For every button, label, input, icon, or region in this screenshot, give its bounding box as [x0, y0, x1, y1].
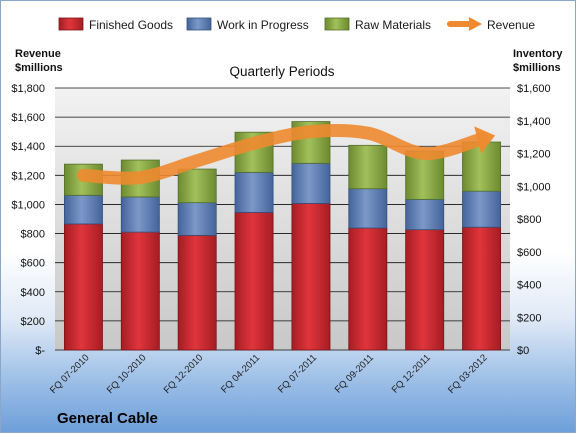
bar-finished-goods	[177, 234, 217, 351]
category-label: FQ 04-2011	[219, 352, 262, 395]
legend-swatch-revenue	[447, 17, 482, 31]
bar-work-in-progress	[234, 171, 274, 213]
right-tick-label: $600	[517, 247, 541, 259]
bar-finished-goods	[291, 203, 331, 351]
left-tick-label: $1,800	[11, 83, 45, 95]
category-label: FQ 07-2010	[48, 352, 92, 396]
left-axis-ticks: $- $200 $400 $600 $800 $1,000 $1,200 $1,400 $1,6…	[11, 83, 45, 357]
right-axis-ticks: $0 $200 $400 $600 $800 $1,000 $1,200 $1,400 $1,6…	[517, 83, 551, 357]
revenue-line-path	[76, 123, 489, 185]
bar-finished-goods	[405, 229, 445, 351]
legend-swatch-finished-goods	[58, 17, 84, 31]
bar-finished-goods	[120, 231, 160, 351]
left-tick-label: $400	[21, 287, 45, 299]
right-tick-label: $1,200	[517, 149, 551, 161]
right-tick-label: $1,000	[517, 181, 551, 193]
right-tick-label: $1,600	[517, 83, 551, 95]
legend-label-work-in-progress: Work in Progress	[217, 18, 309, 32]
right-tick-label: $800	[517, 214, 541, 226]
bar-raw-materials	[177, 168, 217, 204]
left-axis-title-line1: Revenue	[15, 48, 61, 60]
legend: Finished Goods Work in Progress Raw Mate…	[58, 17, 535, 32]
bar-finished-goods	[234, 212, 274, 351]
bar-work-in-progress	[291, 162, 331, 204]
right-tick-label: $0	[517, 345, 529, 357]
bar-finished-goods	[348, 227, 388, 351]
bar-work-in-progress	[405, 198, 445, 231]
category-label: FQ 07-2011	[276, 352, 319, 395]
left-tick-label: $1,000	[11, 199, 45, 211]
right-tick-label: $1,400	[517, 116, 551, 128]
left-tick-label: $1,400	[11, 141, 45, 153]
category-labels: FQ 07-2010 FQ 10-2010 FQ 12-2010 FQ 04-2011…	[48, 352, 490, 396]
bar-finished-goods	[63, 223, 103, 351]
legend-swatch-work-in-progress	[186, 17, 212, 31]
left-tick-label: $1,200	[11, 170, 45, 182]
bar-work-in-progress	[348, 188, 388, 229]
left-tick-label: $600	[21, 258, 45, 270]
bars	[63, 121, 502, 351]
bar-work-in-progress	[462, 190, 502, 228]
legend-label-raw-materials: Raw Materials	[355, 18, 431, 32]
right-axis-title-line2: $millions	[513, 62, 561, 74]
revenue-line	[76, 123, 496, 185]
category-label: FQ 03-2012	[446, 352, 490, 396]
left-tick-label: $-	[35, 345, 45, 357]
bar-raw-materials	[348, 144, 388, 190]
category-label: FQ 12-2010	[162, 352, 206, 396]
bar-work-in-progress	[63, 194, 103, 225]
bar-finished-goods	[462, 226, 502, 351]
category-label: FQ 12-2011	[390, 352, 433, 395]
revenue-arrowhead	[474, 126, 496, 154]
bar-work-in-progress	[120, 196, 160, 233]
left-tick-label: $200	[21, 316, 45, 328]
category-label: FQ 10-2010	[105, 352, 149, 396]
bar-work-in-progress	[177, 202, 217, 236]
left-axis-title-line2: $millions	[15, 62, 63, 74]
right-tick-label: $400	[517, 280, 541, 292]
left-tick-label: $1,600	[11, 112, 45, 124]
company-name: General Cable	[57, 410, 158, 427]
legend-swatch-raw-materials	[324, 17, 350, 31]
legend-label-revenue: Revenue	[487, 18, 535, 32]
legend-label-finished-goods: Finished Goods	[89, 18, 173, 32]
chart-subtitle: Quarterly Periods	[229, 64, 334, 79]
category-label: FQ 09-2011	[333, 352, 376, 395]
right-tick-label: $200	[517, 312, 541, 324]
left-tick-label: $800	[21, 229, 45, 241]
right-axis-title-line1: Inventory	[513, 48, 563, 60]
